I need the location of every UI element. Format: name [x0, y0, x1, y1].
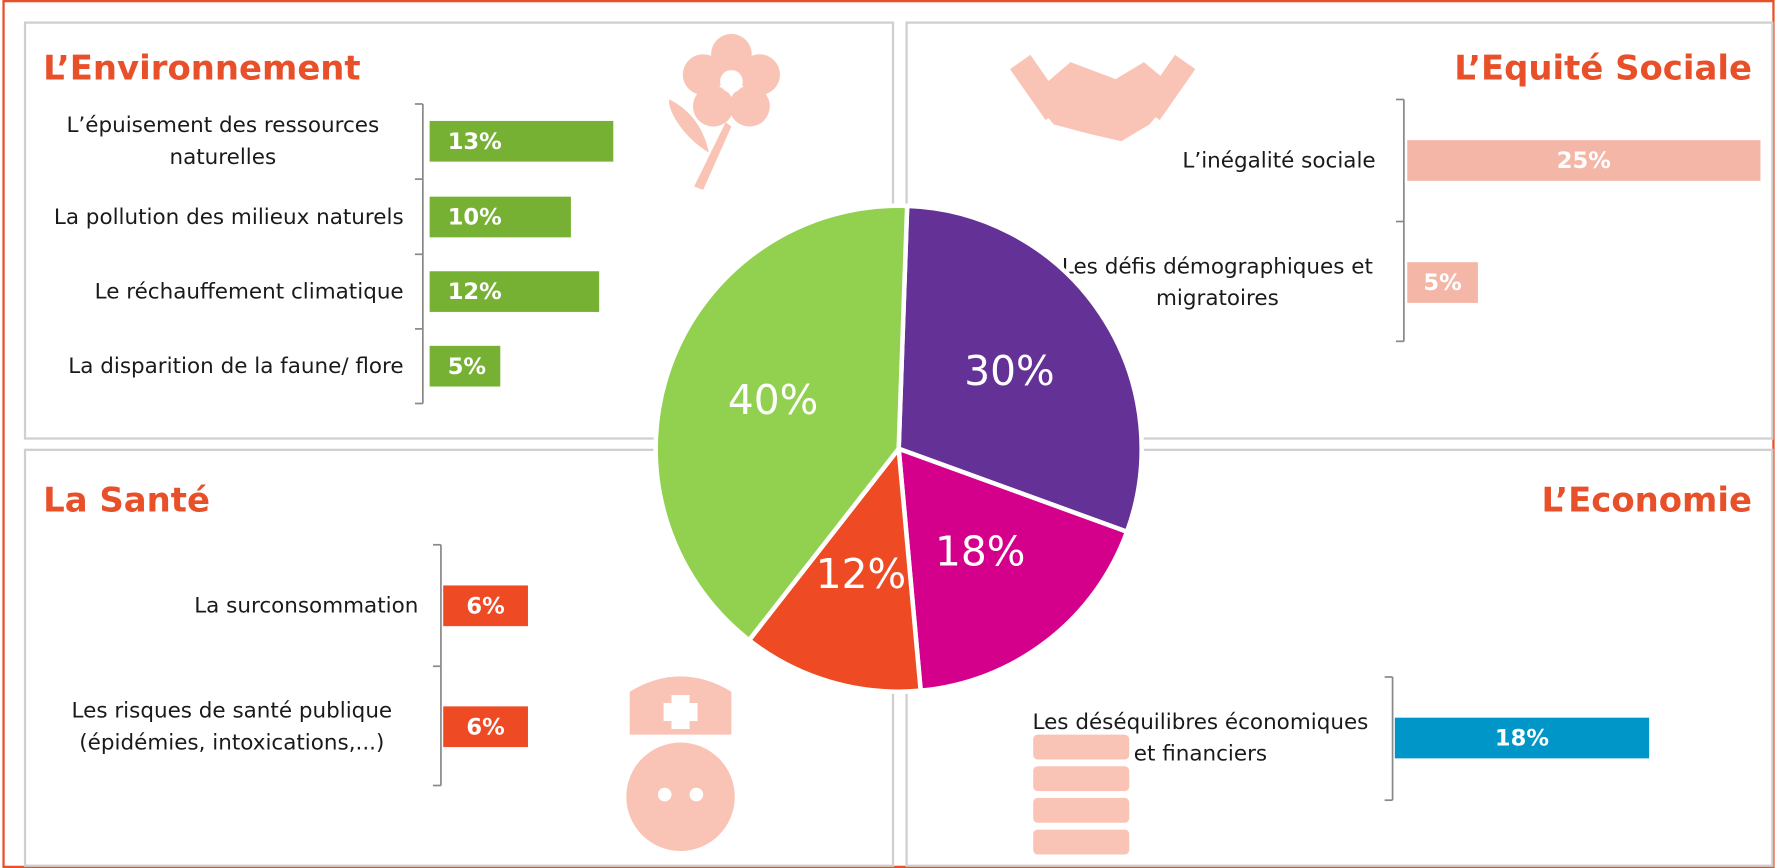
category-label: La disparition de la faune/ flore — [42, 315, 404, 417]
label-box: Les déséquilibres économiques et financi… — [1031, 687, 1370, 789]
bar — [429, 196, 571, 238]
nurse-icon — [626, 676, 735, 852]
value-label: 6% — [466, 593, 504, 619]
label-box: Les défis démographiques et migratoires — [1059, 232, 1375, 334]
pie-slice — [653, 203, 910, 644]
slice-label: 18% — [935, 528, 1025, 576]
value-label: 13% — [448, 129, 502, 155]
flower-icon — [668, 33, 780, 190]
handshake-icon — [1010, 54, 1196, 142]
value-label: 5% — [1423, 270, 1461, 296]
category-label: Le réchauffement climatique — [42, 241, 404, 343]
category-label: L’épuisement des ressources naturelles — [42, 90, 404, 192]
label-box: Le réchauffement climatique — [42, 241, 404, 343]
category-text: Le réchauffement climatique — [94, 279, 404, 305]
panel-title: L’Environnement — [43, 49, 361, 88]
slice-label: 40% — [728, 376, 818, 424]
panel-title: L’Equité Sociale — [1454, 49, 1752, 88]
category-label: Les défis démographiques et migratoires — [1059, 232, 1375, 334]
category-text: Les défis démographiques et migratoires — [1061, 254, 1373, 311]
label-box: La surconsommation — [45, 555, 418, 657]
slice-label: 12% — [816, 550, 906, 598]
value-label: 5% — [448, 354, 486, 380]
value-label: 10% — [448, 205, 502, 231]
bar — [429, 120, 614, 162]
category-text: Les risques de santé publique (épidémies… — [71, 698, 393, 755]
bar — [1394, 717, 1650, 759]
category-label: L’inégalité sociale — [1059, 110, 1375, 212]
panel-title: L’Economie — [1541, 480, 1752, 519]
panel-title: La Santé — [43, 480, 210, 519]
category-text: L’inégalité sociale — [1182, 148, 1376, 173]
label-box: L’épuisement des ressources naturelles — [42, 90, 404, 192]
value-label: 12% — [448, 279, 502, 305]
category-label: Les déséquilibres économiques et financi… — [1031, 687, 1370, 789]
pie-slice — [745, 442, 924, 694]
category-label: La surconsommation — [45, 555, 418, 657]
slice-label: 30% — [964, 347, 1054, 395]
bar — [1407, 262, 1478, 303]
money-icon — [1033, 734, 1130, 855]
label-box: La pollution des milieux naturels — [42, 166, 404, 268]
pie-slice — [896, 445, 1130, 694]
label-box: La disparition de la faune/ flore — [42, 315, 404, 417]
bar — [443, 585, 528, 627]
bar — [429, 345, 501, 387]
label-box: L’inégalité sociale — [1059, 110, 1375, 212]
pie-slice — [896, 203, 1144, 535]
category-text: La surconsommation — [194, 593, 419, 619]
label-box: Les risques de santé publique (épidémies… — [45, 676, 418, 778]
value-label: 18% — [1495, 726, 1549, 752]
bar — [1407, 140, 1761, 181]
category-text: La pollution des milieux naturels — [53, 204, 404, 230]
category-text: Les déséquilibres économiques et financi… — [1032, 709, 1369, 767]
category-label: Les risques de santé publique (épidémies… — [45, 676, 418, 778]
value-label: 25% — [1557, 148, 1611, 174]
category-text: L’épuisement des ressources naturelles — [66, 113, 380, 170]
value-label: 6% — [466, 714, 504, 740]
category-text: La disparition de la faune/ flore — [68, 353, 404, 379]
bar — [443, 706, 528, 748]
bar — [429, 271, 600, 312]
category-label: La pollution des milieux naturels — [42, 166, 404, 268]
